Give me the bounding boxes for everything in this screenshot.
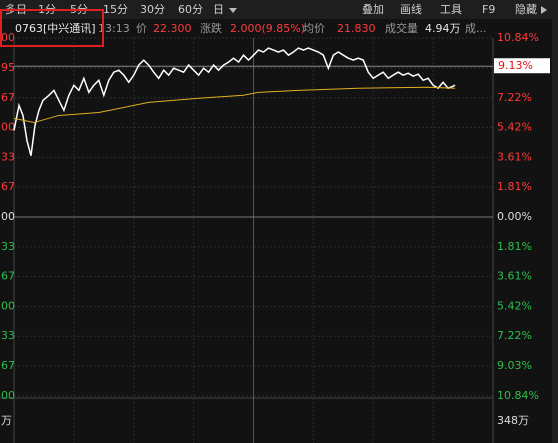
y-tick-label: 7.22% — [497, 91, 532, 104]
tool-button[interactable]: 隐藏 — [515, 3, 537, 16]
info-item: 均价 — [303, 22, 325, 35]
left-tick-label: 67 — [1, 359, 15, 372]
left-tick-label: 00 — [1, 389, 15, 402]
y-tick-label: 3.61% — [497, 150, 532, 163]
info-item: 价 — [136, 22, 147, 35]
left-tick-label: 67 — [1, 180, 15, 193]
tab[interactable]: 30分 — [140, 3, 165, 16]
info-item: 22.300 — [153, 22, 192, 35]
left-tick-label: 33 — [1, 150, 15, 163]
tool-button[interactable]: 工具 — [440, 3, 462, 16]
y-tick-label: 7.22% — [497, 329, 532, 342]
left-tick-label: 00 — [1, 31, 15, 44]
info-item: 0763[中兴通讯] — [15, 22, 96, 35]
volume-unit: 万 — [1, 414, 12, 427]
info-item: 涨跌 — [200, 21, 222, 35]
left-tick-label: 95 — [1, 61, 15, 74]
info-item: 成... — [465, 22, 487, 35]
left-tick-label: 00 — [1, 210, 15, 223]
left-tick-label: 33 — [1, 329, 15, 342]
info-item: 13:13 — [98, 22, 130, 35]
left-tick-label: 33 — [1, 240, 15, 253]
y-tick-label: 1.81% — [497, 180, 532, 193]
y-tick-label: 10.84% — [497, 31, 539, 44]
y-tick-label: 9.03% — [497, 359, 532, 372]
cursor-label-box — [494, 58, 550, 74]
left-tick-label: 67 — [1, 270, 15, 283]
cursor-label: 9.13% — [498, 59, 533, 72]
y-tick-label: 5.42% — [497, 300, 532, 313]
volume-max-label: 348万 — [497, 414, 529, 427]
scrollbar — [552, 19, 558, 443]
left-tick-label: 00 — [1, 121, 15, 134]
tool-button[interactable]: F9 — [482, 3, 495, 16]
tab[interactable]: 日 — [213, 3, 224, 16]
y-tick-label: 5.42% — [497, 121, 532, 134]
tab[interactable]: 15分 — [103, 3, 128, 16]
y-tick-label: 0.00% — [497, 210, 532, 223]
series-line — [13, 47, 456, 156]
left-tick-label: 67 — [1, 91, 15, 104]
info-item: 4.94万 — [425, 22, 461, 35]
info-item: 21.830 — [337, 22, 376, 35]
highlight-box — [0, 9, 104, 47]
y-tick-label: 1.81% — [497, 240, 532, 253]
series-line — [13, 86, 456, 124]
y-tick-label: 10.84% — [497, 389, 539, 402]
y-tick-label: 3.61% — [497, 270, 532, 283]
tool-button[interactable]: 叠加 — [362, 3, 384, 16]
left-tick-label: 00 — [1, 300, 15, 313]
info-item: 2.000(9.85%) — [230, 22, 305, 35]
dropdown-icon[interactable] — [229, 8, 237, 13]
tab[interactable]: 60分 — [178, 3, 203, 16]
toolbar — [0, 0, 558, 19]
info-item: 成交量 — [385, 21, 418, 35]
hide-icon[interactable] — [541, 6, 547, 14]
tool-button[interactable]: 画线 — [400, 2, 422, 16]
